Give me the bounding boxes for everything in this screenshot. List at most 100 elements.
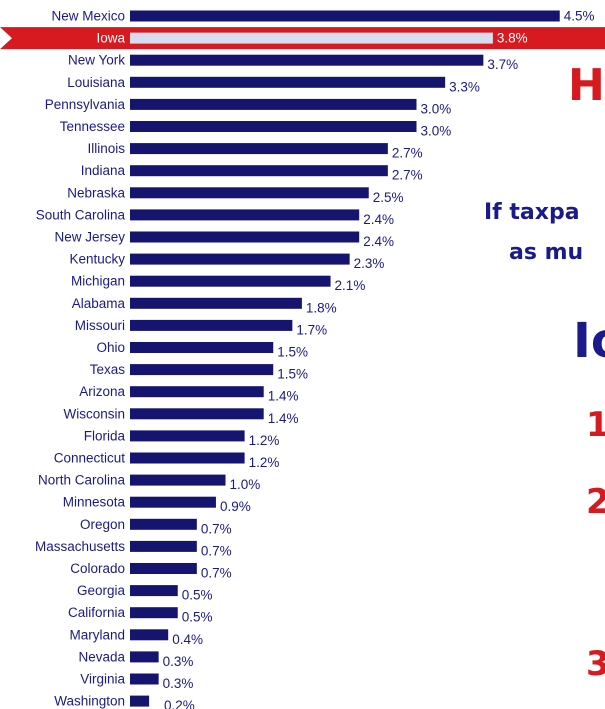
value-label-new-jersey: 2.4% xyxy=(363,234,394,249)
bar-ohio xyxy=(130,342,274,353)
value-label-florida: 1.2% xyxy=(249,433,280,448)
bar-louisiana xyxy=(130,76,446,88)
bar-nevada xyxy=(130,651,159,663)
bar-massachusetts xyxy=(130,540,197,552)
category-label-michigan: Michigan xyxy=(71,274,125,289)
category-label-new-mexico: New Mexico xyxy=(51,9,125,24)
bar-connecticut xyxy=(130,452,245,464)
value-label-oregon: 0.7% xyxy=(201,521,232,536)
bar-maryland xyxy=(130,629,169,641)
category-label-kentucky: Kentucky xyxy=(69,252,125,267)
list-number-2: 2 xyxy=(586,482,605,522)
subtext-line-1: If taxpa xyxy=(484,200,580,225)
value-label-washington: 0.2% xyxy=(164,698,195,709)
category-label-alabama: Alabama xyxy=(72,296,126,311)
bar-nebraska xyxy=(130,187,369,199)
category-label-missouri: Missouri xyxy=(75,318,125,333)
heading-fragment: H xyxy=(568,60,605,111)
category-label-minnesota: Minnesota xyxy=(63,495,126,510)
category-label-indiana: Indiana xyxy=(81,163,126,178)
state-fragment: Io xyxy=(573,313,605,369)
category-label-wisconsin: Wisconsin xyxy=(63,406,125,421)
category-label-california: California xyxy=(68,605,126,620)
bar-indiana xyxy=(130,165,388,177)
bar-alabama xyxy=(130,297,302,309)
value-label-south-carolina: 2.4% xyxy=(363,212,394,227)
category-label-tennessee: Tennessee xyxy=(60,119,125,134)
category-label-ohio: Ohio xyxy=(96,340,125,355)
bar-texas xyxy=(130,364,274,376)
subtext-line-2: as mu xyxy=(509,240,584,265)
value-label-wisconsin: 1.4% xyxy=(268,411,299,426)
bar-new-mexico xyxy=(130,10,560,22)
bar-wisconsin xyxy=(130,408,264,420)
bar-tennessee xyxy=(130,121,417,132)
category-label-texas: Texas xyxy=(90,362,126,377)
bar-kentucky xyxy=(130,253,350,265)
value-label-connecticut: 1.2% xyxy=(249,455,280,470)
value-label-north-carolina: 1.0% xyxy=(230,477,261,492)
value-label-colorado: 0.7% xyxy=(201,566,232,581)
bar-new-jersey xyxy=(130,231,360,243)
category-label-louisiana: Louisiana xyxy=(67,75,125,90)
list-number-3: 3 xyxy=(586,644,605,684)
value-label-alabama: 1.8% xyxy=(306,300,337,315)
list-number-1: 1 xyxy=(586,405,605,445)
value-label-iowa: 3.8% xyxy=(497,31,528,46)
value-label-kentucky: 2.3% xyxy=(354,256,385,271)
category-label-nevada: Nevada xyxy=(78,649,125,664)
value-label-georgia: 0.5% xyxy=(182,588,213,603)
value-label-texas: 1.5% xyxy=(277,367,308,382)
value-label-massachusetts: 0.7% xyxy=(201,543,232,558)
bar-minnesota xyxy=(130,496,216,508)
category-label-washington: Washington xyxy=(54,694,125,709)
value-label-louisiana: 3.3% xyxy=(449,79,480,94)
bar-new-york xyxy=(130,54,484,66)
category-label-colorado: Colorado xyxy=(70,561,125,576)
bar-north-carolina xyxy=(130,474,226,486)
value-label-new-york: 3.7% xyxy=(487,57,518,72)
category-label-florida: Florida xyxy=(84,428,126,443)
bar-michigan xyxy=(130,275,331,287)
category-label-maryland: Maryland xyxy=(69,627,125,642)
category-label-new-york: New York xyxy=(68,53,125,68)
category-label-new-jersey: New Jersey xyxy=(54,230,125,245)
bar-california xyxy=(130,607,178,619)
bar-south-carolina xyxy=(130,209,360,221)
value-label-california: 0.5% xyxy=(182,610,213,625)
bar-georgia xyxy=(130,585,178,597)
category-label-arizona: Arizona xyxy=(79,384,125,399)
category-label-georgia: Georgia xyxy=(77,583,126,598)
bar-pennsylvania xyxy=(130,98,417,110)
category-label-iowa: Iowa xyxy=(96,31,125,46)
value-label-missouri: 1.7% xyxy=(296,322,327,337)
bar-washington xyxy=(130,695,150,707)
bar-colorado xyxy=(130,563,197,574)
category-label-oregon: Oregon xyxy=(80,517,125,532)
value-label-maryland: 0.4% xyxy=(172,632,203,647)
bar-florida xyxy=(130,430,245,442)
value-label-new-mexico: 4.5% xyxy=(564,9,595,24)
category-label-nebraska: Nebraska xyxy=(67,185,125,200)
value-label-ohio: 1.5% xyxy=(277,345,308,360)
value-label-tennessee: 3.0% xyxy=(421,124,452,139)
value-label-minnesota: 0.9% xyxy=(220,499,251,514)
bar-illinois xyxy=(130,143,388,155)
value-label-arizona: 1.4% xyxy=(268,389,299,404)
value-label-pennsylvania: 3.0% xyxy=(421,101,452,116)
value-label-nevada: 0.3% xyxy=(163,654,194,669)
category-label-north-carolina: North Carolina xyxy=(38,473,126,488)
category-label-connecticut: Connecticut xyxy=(54,451,126,466)
value-label-michigan: 2.1% xyxy=(335,278,366,293)
bar-missouri xyxy=(130,319,293,331)
bar-arizona xyxy=(130,386,264,398)
category-label-illinois: Illinois xyxy=(87,141,125,156)
bar-virginia xyxy=(130,673,159,685)
category-label-virginia: Virginia xyxy=(80,672,125,687)
bar-oregon xyxy=(130,518,197,530)
value-label-indiana: 2.7% xyxy=(392,168,423,183)
value-label-virginia: 0.3% xyxy=(163,676,194,691)
bar-iowa xyxy=(130,32,493,44)
value-label-illinois: 2.7% xyxy=(392,146,423,161)
